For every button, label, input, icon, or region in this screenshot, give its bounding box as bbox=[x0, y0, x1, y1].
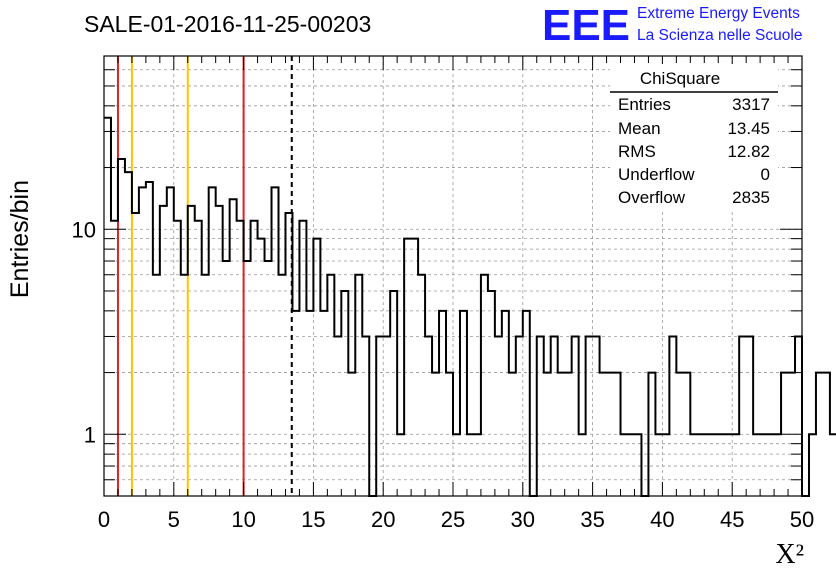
x-tick-label: 5 bbox=[168, 507, 180, 532]
y-tick-label: 1 bbox=[84, 422, 96, 447]
x-axis-ticks: 0 5 10 15 20 25 30 35 40 45 50 bbox=[98, 56, 814, 532]
x-tick-label: 25 bbox=[441, 507, 465, 532]
stats-value-entries: 3317 bbox=[732, 95, 770, 114]
histogram-line bbox=[104, 116, 836, 497]
stats-label-mean: Mean bbox=[618, 119, 661, 138]
stats-value-mean: 13.45 bbox=[727, 119, 770, 138]
stats-box: ChiSquare Entries 3317 Mean 13.45 RMS 12… bbox=[610, 64, 778, 210]
x-tick-label: 45 bbox=[720, 507, 744, 532]
stats-box-background bbox=[610, 64, 778, 210]
stats-label-underflow: Underflow bbox=[618, 165, 695, 184]
x-tick-label: 40 bbox=[650, 507, 674, 532]
x-tick-label: 0 bbox=[98, 507, 110, 532]
stats-value-overflow: 2835 bbox=[732, 188, 770, 207]
logo-line-2: La Scienza nelle Scuole bbox=[637, 27, 802, 44]
eee-logo: EEE bbox=[542, 1, 630, 50]
stats-label-entries: Entries bbox=[618, 95, 671, 114]
x-tick-label: 35 bbox=[580, 507, 604, 532]
x-tick-label: 15 bbox=[301, 507, 325, 532]
stats-label-rms: RMS bbox=[618, 142, 656, 161]
stats-value-rms: 12.82 bbox=[727, 142, 770, 161]
y-tick-label: 10 bbox=[72, 217, 96, 242]
x-tick-label: 20 bbox=[371, 507, 395, 532]
stats-value-underflow: 0 bbox=[761, 165, 770, 184]
y-axis-label: Entries/bin bbox=[6, 180, 34, 298]
x-axis-label: X² bbox=[775, 539, 804, 570]
histogram-series bbox=[104, 116, 836, 497]
stats-box-title: ChiSquare bbox=[640, 69, 720, 88]
x-tick-label: 50 bbox=[790, 507, 814, 532]
y-axis-ticks: 1 10 bbox=[72, 55, 802, 497]
logo-line-1: Extreme Energy Events bbox=[637, 5, 800, 22]
stats-label-overflow: Overflow bbox=[618, 188, 686, 207]
x-tick-label: 30 bbox=[511, 507, 535, 532]
x-tick-label: 10 bbox=[231, 507, 255, 532]
chart-title: SALE-01-2016-11-25-00203 bbox=[84, 11, 371, 37]
